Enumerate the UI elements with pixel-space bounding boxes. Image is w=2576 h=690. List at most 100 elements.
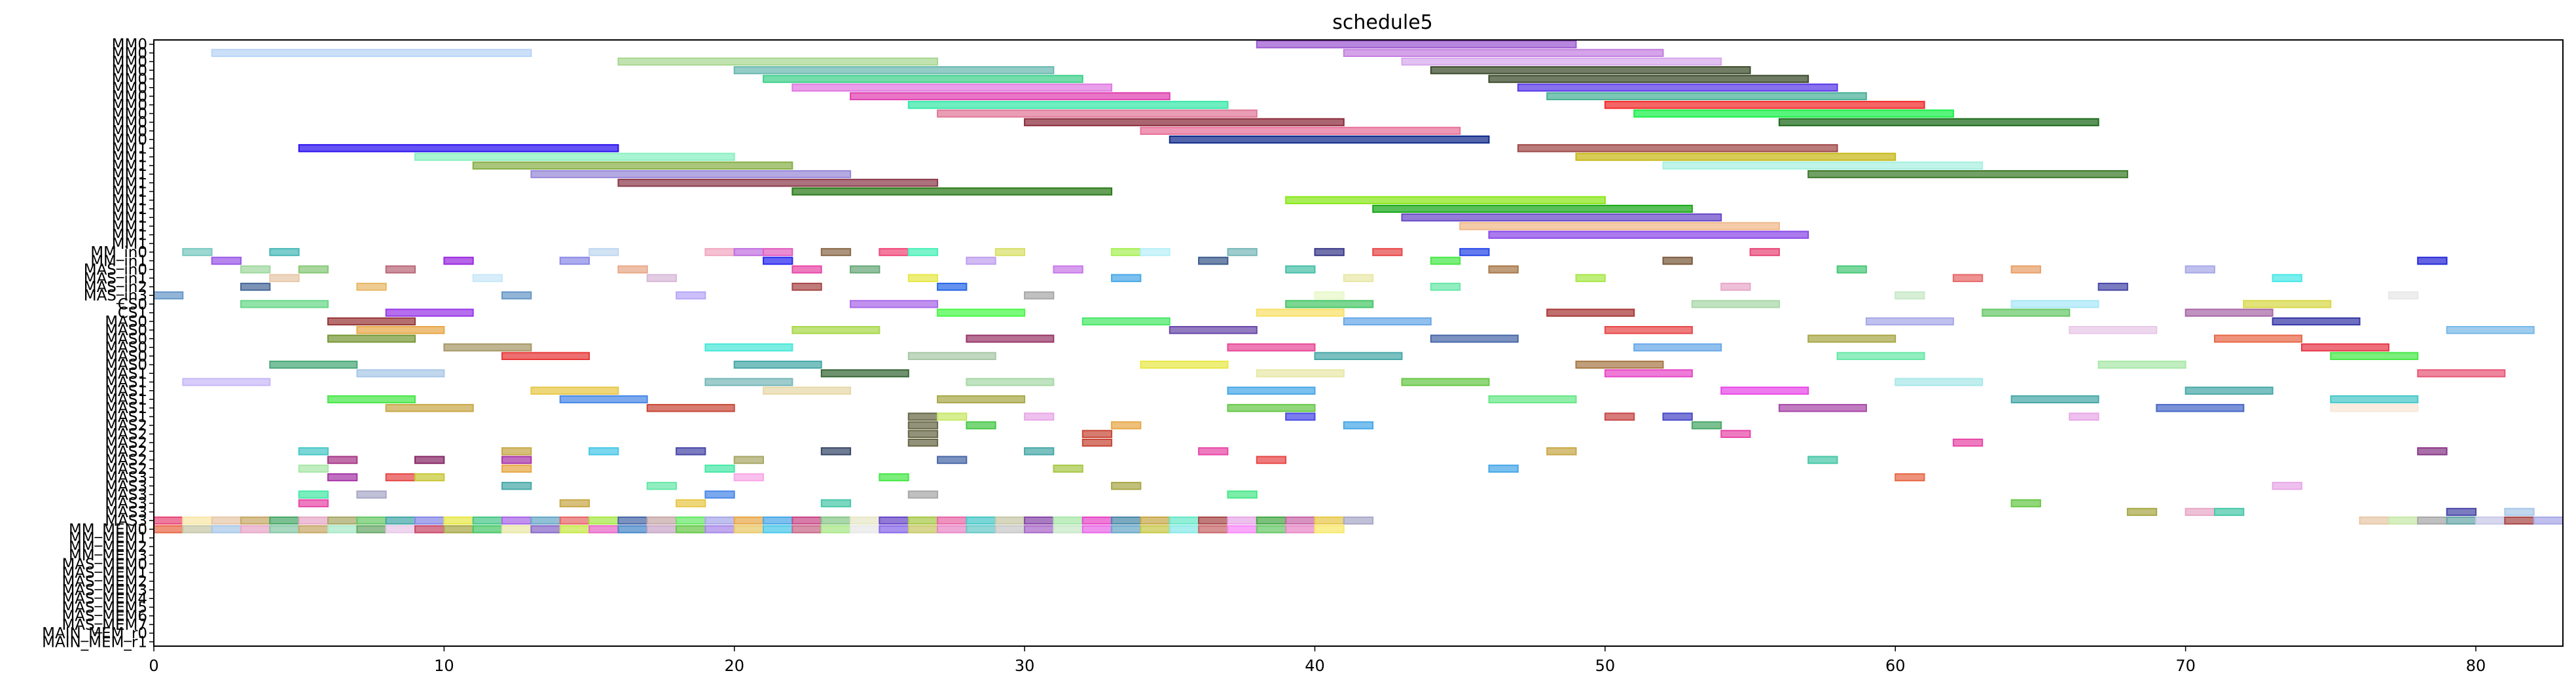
task-bar xyxy=(530,170,852,179)
task-bar xyxy=(443,517,474,525)
task-bar xyxy=(2069,326,2158,335)
task-bar xyxy=(1081,439,1113,447)
task-bar xyxy=(240,300,329,308)
task-bar xyxy=(1140,525,1170,534)
task-bar xyxy=(966,378,1055,386)
y-tick-label: MM0 xyxy=(112,123,147,140)
x-tick-label: 30 xyxy=(1015,657,1035,675)
task-bar xyxy=(704,517,735,525)
axes-layer: MM0MM0MM0MM0MM0MM0MM0MM0MM0MM0MM0MM0MM1M… xyxy=(42,37,2564,675)
task-bar xyxy=(589,247,619,257)
y-tick-label: MAS1 xyxy=(105,365,147,382)
task-bar xyxy=(1778,118,2099,126)
task-bar xyxy=(2010,395,2099,404)
task-bar xyxy=(2272,482,2302,490)
task-bar xyxy=(704,378,793,386)
task-bar xyxy=(298,525,329,534)
task-bar xyxy=(298,265,329,274)
y-tick-label: MM1 xyxy=(112,209,147,227)
task-bar xyxy=(1169,525,1200,534)
task-bar xyxy=(676,499,706,507)
plot-frame xyxy=(153,39,2564,647)
task-bar xyxy=(1459,222,1780,230)
task-bar xyxy=(530,517,561,525)
task-bar xyxy=(211,48,532,57)
task-bar xyxy=(2388,291,2419,300)
task-bar xyxy=(907,274,939,282)
task-bar xyxy=(1807,170,2128,179)
task-bar xyxy=(182,517,213,525)
task-bar xyxy=(2446,507,2476,517)
task-bar xyxy=(676,517,706,525)
task-bar xyxy=(1285,196,1606,204)
task-bar xyxy=(1575,360,1664,369)
task-bar xyxy=(298,517,329,525)
task-bar xyxy=(937,395,1026,404)
task-bar xyxy=(2272,317,2361,326)
task-bar xyxy=(676,525,706,534)
task-bar xyxy=(1691,421,1722,429)
y-tick-label: CS0 xyxy=(118,296,147,313)
task-bar xyxy=(1895,291,1925,300)
task-bar xyxy=(1343,274,1374,282)
task-bar xyxy=(1111,274,1142,282)
task-bar xyxy=(1314,525,1345,534)
y-tick-label: MM1 xyxy=(112,236,147,253)
y-tick-label: MAS3 xyxy=(105,487,147,504)
task-bar xyxy=(1227,404,1316,412)
x-tick-label: 70 xyxy=(2175,657,2196,675)
task-bar xyxy=(2185,507,2215,517)
y-tick-label: MAS_MEM1 xyxy=(62,565,147,582)
task-bar xyxy=(414,517,445,525)
y-tick-label: MAS_in0 xyxy=(84,262,147,279)
y-tick-label: MAS_MEM7 xyxy=(62,617,147,634)
task-bar xyxy=(1517,83,1838,92)
task-bar xyxy=(269,525,300,534)
task-bar xyxy=(704,464,735,473)
x-tick-label: 50 xyxy=(1595,657,1616,675)
task-bar xyxy=(1720,282,1751,291)
x-tick-label: 0 xyxy=(149,657,158,675)
task-bar xyxy=(1111,247,1142,257)
task-bar xyxy=(2097,282,2128,291)
task-bar xyxy=(791,282,822,291)
y-tick-label: MAIN_MEM_r0 xyxy=(42,625,147,642)
task-bar xyxy=(1430,335,1519,343)
task-bar xyxy=(1343,317,1432,326)
y-tick-label: MM0 xyxy=(112,132,147,149)
task-bar xyxy=(937,525,968,534)
task-bar xyxy=(1604,369,1693,378)
task-bar xyxy=(733,525,764,534)
task-bar xyxy=(2475,517,2506,525)
y-tick-label: MM1 xyxy=(112,218,147,235)
task-bar xyxy=(240,265,271,274)
x-tick-label: 60 xyxy=(1885,657,1906,675)
task-bar xyxy=(646,525,678,534)
task-bar xyxy=(994,247,1026,257)
task-bar xyxy=(1720,429,1751,439)
task-bar xyxy=(907,439,939,447)
task-bar xyxy=(907,412,939,421)
task-bar xyxy=(1778,404,1867,412)
task-bar xyxy=(1111,525,1142,534)
task-bar xyxy=(385,265,416,274)
task-bar xyxy=(1430,257,1461,265)
task-bar xyxy=(298,464,329,473)
task-bar xyxy=(2243,300,2332,308)
task-bar xyxy=(733,456,764,464)
task-bar xyxy=(1314,291,1345,300)
task-bar xyxy=(327,335,416,343)
task-bar xyxy=(1198,517,1229,525)
task-bar xyxy=(763,386,852,395)
task-bar xyxy=(617,525,648,534)
task-bar xyxy=(327,317,416,326)
task-bar xyxy=(763,75,1083,83)
task-bar xyxy=(1401,57,1722,66)
task-bar xyxy=(820,499,852,507)
task-bar xyxy=(1111,482,1142,490)
task-bar xyxy=(763,247,793,257)
y-tick-label: MAS0 xyxy=(105,322,147,339)
task-bar xyxy=(2010,265,2041,274)
task-bar xyxy=(2417,517,2448,525)
